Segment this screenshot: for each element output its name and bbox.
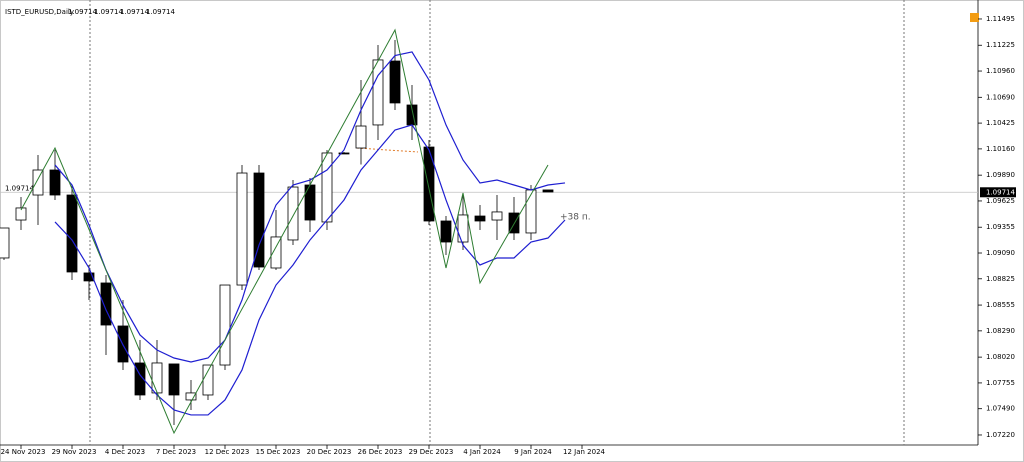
y-tick-label: 1.09890 (986, 171, 1015, 179)
candle-body (423, 146, 435, 222)
band-line (54, 51, 566, 363)
current-price-left: 1.09714 (5, 184, 34, 192)
candle-body (202, 364, 214, 396)
x-tick-label: 7 Dec 2023 (156, 448, 196, 456)
x-tick-label: 15 Dec 2023 (256, 448, 301, 456)
y-tick-label: 1.09355 (986, 223, 1015, 231)
candle-body (525, 189, 537, 234)
x-tick-label: 29 Dec 2023 (409, 448, 454, 456)
y-tick-label: 1.08020 (986, 353, 1015, 361)
header-value: 1.09714 (94, 8, 123, 16)
candle-body (100, 282, 112, 326)
y-tick-label: 1.10690 (986, 93, 1015, 101)
alert-icon[interactable] (970, 13, 979, 22)
y-tick-label: 1.08825 (986, 275, 1015, 283)
candle-body (474, 215, 486, 222)
candle-body (151, 362, 163, 394)
current-price-box (980, 187, 1016, 198)
candle-body (338, 152, 350, 155)
band-line (54, 124, 566, 416)
candle-body (542, 189, 554, 193)
zigzag-line (20, 28, 549, 435)
candle-body (134, 362, 146, 396)
y-tick-label: 1.10425 (986, 119, 1015, 127)
x-tick-label: 20 Dec 2023 (307, 448, 352, 456)
candle-body (185, 392, 197, 401)
x-tick-label: 12 Dec 2023 (205, 448, 250, 456)
x-tick-label: 26 Dec 2023 (358, 448, 403, 456)
candle-body (304, 184, 316, 221)
chart-title: ISTD_EURUSD,Daily (5, 8, 74, 16)
y-tick-label: 1.10960 (986, 67, 1015, 75)
x-tick-label: 24 Nov 2023 (1, 448, 46, 456)
y-tick-label: 1.09625 (986, 197, 1015, 205)
y-tick-label: 1.11225 (986, 41, 1015, 49)
y-tick-label: 1.10160 (986, 145, 1015, 153)
x-tick-label: 4 Jan 2024 (463, 448, 501, 456)
candle-body (440, 220, 452, 243)
candle-body (457, 214, 469, 243)
header-value: 1.09714 (68, 8, 97, 16)
candle-body (253, 172, 265, 268)
candle-body (287, 186, 299, 241)
candle-body (372, 59, 384, 126)
y-tick-label: 1.08555 (986, 301, 1015, 309)
y-tick-label: 1.07220 (986, 431, 1015, 439)
header-value: 1.09714 (120, 8, 149, 16)
candle-body (321, 152, 333, 223)
y-tick-label: 1.08290 (986, 327, 1015, 335)
candle-body (0, 227, 10, 259)
candle-body (236, 172, 248, 286)
y-tick-label: 1.07490 (986, 405, 1015, 413)
x-tick-label: 9 Jan 2024 (514, 448, 552, 456)
y-tick-label: 1.11495 (986, 15, 1015, 23)
header-value: 1.09714 (146, 8, 175, 16)
candle-body (389, 60, 401, 104)
candle-body (219, 284, 231, 366)
candle-body (491, 211, 503, 221)
y-tick-label: 1.07755 (986, 379, 1015, 387)
x-tick-label: 12 Jan 2024 (563, 448, 606, 456)
candle-body (32, 169, 44, 196)
y-tick-label: 1.09090 (986, 249, 1015, 257)
current-price-label: 1.09714 (986, 188, 1015, 196)
annotation: +38 п. (560, 213, 591, 223)
candle-body (270, 236, 282, 269)
candle-body (83, 272, 95, 282)
candle-body (66, 194, 78, 273)
x-tick-label: 29 Nov 2023 (52, 448, 97, 456)
candle-body (49, 169, 61, 196)
candle-body (15, 207, 27, 221)
candle-body (168, 363, 180, 396)
x-tick-label: 4 Dec 2023 (105, 448, 145, 456)
candle-body (355, 125, 367, 149)
